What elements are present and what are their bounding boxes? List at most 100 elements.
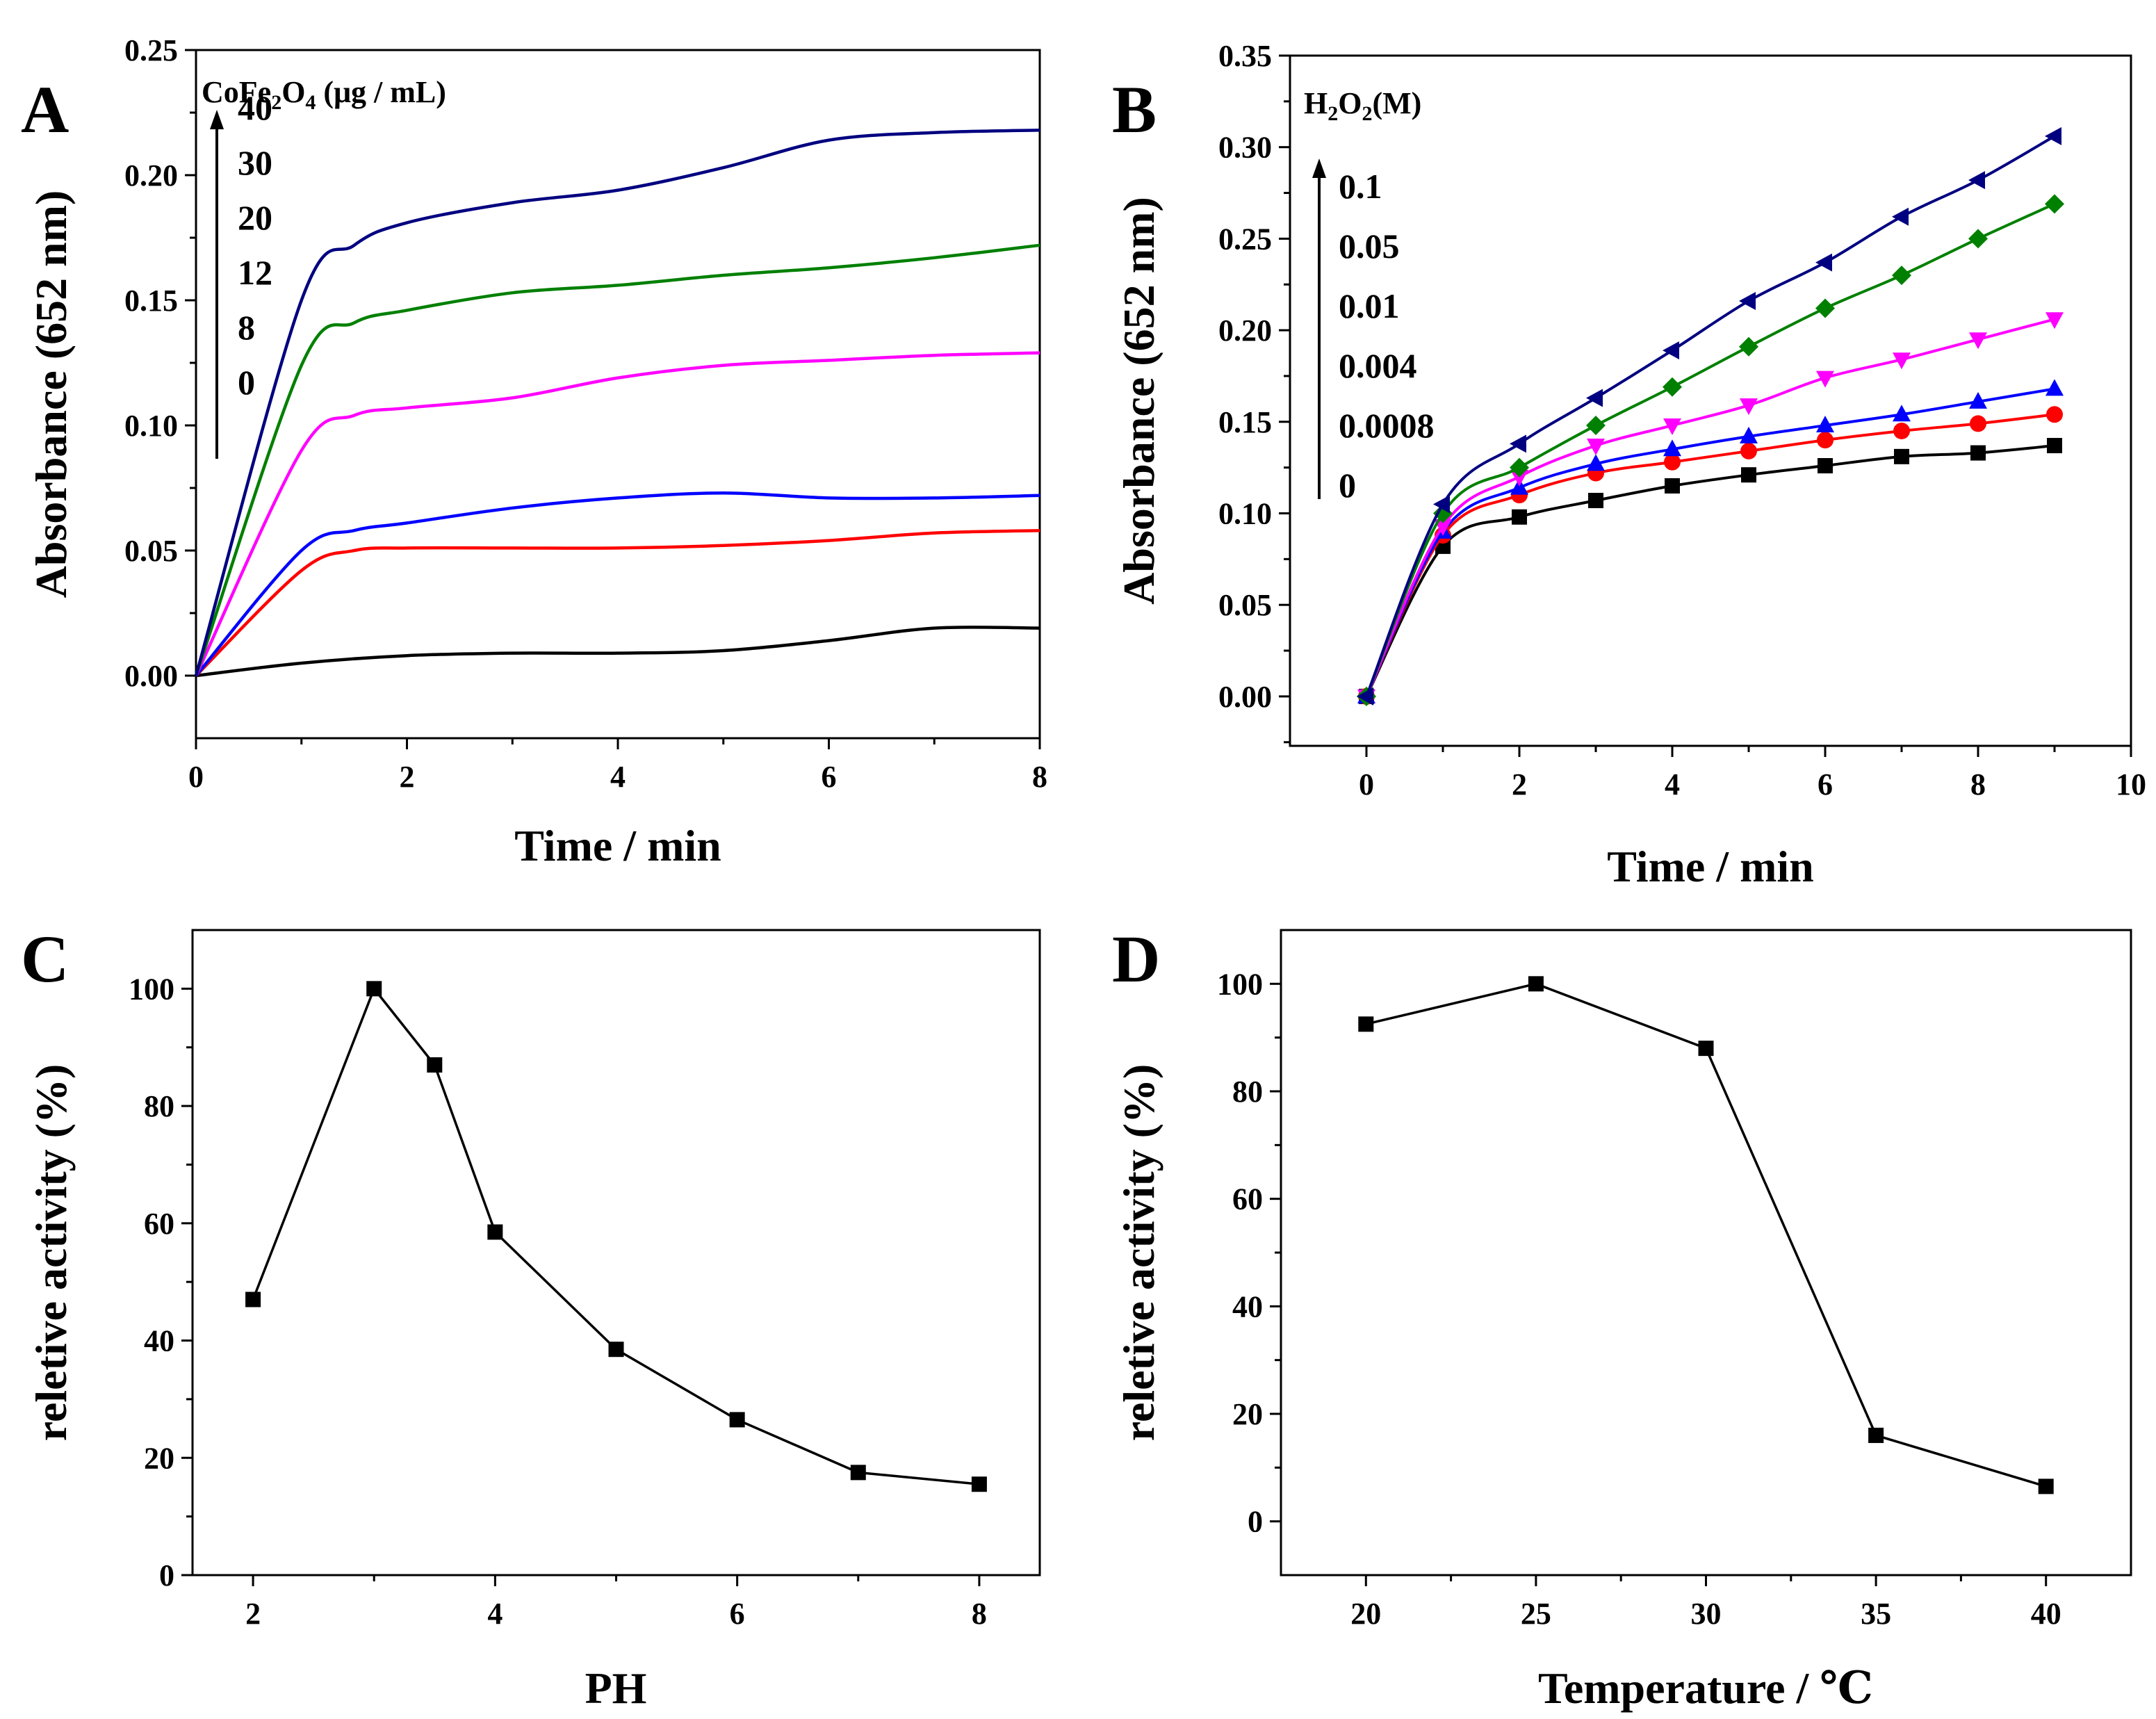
y-tick-label: 60 xyxy=(144,1207,174,1241)
legend-label: 0.05 xyxy=(1339,227,1400,266)
series-d-0 xyxy=(1358,976,2054,1494)
y-tick-label: 0.20 xyxy=(124,158,178,193)
legend-label: 40 xyxy=(238,88,272,127)
series-line xyxy=(194,351,1040,676)
data-point xyxy=(1586,416,1606,436)
x-tick-label: 40 xyxy=(2031,1597,2061,1631)
y-axis-label: Absorbance (652 nm) xyxy=(1114,197,1163,605)
legend-title-part: O xyxy=(281,75,305,109)
x-tick-label: 0 xyxy=(1359,767,1374,801)
panel-d: D 20 25 30 35 40 0 20 40 60 80 100 Temperature / ℃ re… xyxy=(1112,922,2132,1713)
legend-title-part: 2 xyxy=(1328,102,1338,125)
data-point xyxy=(1698,1041,1714,1057)
y-tick-label: 0.05 xyxy=(124,534,178,568)
y-axis-label: Absorbance (652 nm) xyxy=(26,190,76,598)
series-a-1 xyxy=(195,528,1040,677)
arrow-up-icon xyxy=(1312,158,1326,178)
series-line xyxy=(252,987,980,1485)
data-point xyxy=(1894,448,1909,464)
data-point xyxy=(1868,1427,1884,1443)
y-tick-label: 20 xyxy=(1232,1397,1263,1431)
data-point xyxy=(427,1057,443,1073)
y-tick-label: 20 xyxy=(144,1441,174,1475)
legend-title-part: (M) xyxy=(1372,86,1421,120)
data-point xyxy=(1664,453,1681,471)
legend-label: 0.004 xyxy=(1339,346,1417,385)
legend-label: 0.01 xyxy=(1339,286,1400,325)
legend-title-part: 2 xyxy=(1362,102,1372,125)
x-axis-label: Time / min xyxy=(1607,842,1814,891)
series-line xyxy=(1365,413,2055,697)
series-line xyxy=(1365,387,2055,697)
series-a-0 xyxy=(195,626,1040,678)
plot-frame xyxy=(195,49,1041,740)
y-tick-label: 100 xyxy=(1217,967,1263,1001)
legend-title-part: H xyxy=(1304,86,1328,120)
data-point xyxy=(1739,336,1758,357)
data-point xyxy=(1739,291,1756,310)
legend-title: CoFe2O4 (μg / mL) xyxy=(202,75,446,114)
data-point xyxy=(1968,171,1985,190)
x-tick-label: 35 xyxy=(1861,1597,1891,1631)
legend-label: 0 xyxy=(238,363,255,402)
series-a-2 xyxy=(195,491,1040,677)
x-axis-label: Temperature / ℃ xyxy=(1538,1663,1873,1713)
series-line xyxy=(195,528,1040,677)
y-tick-label: 0 xyxy=(1248,1505,1263,1539)
data-point xyxy=(1740,426,1758,443)
y-tick-label: 0.10 xyxy=(124,409,178,443)
y-axis-label: reletive activity (%) xyxy=(26,1064,76,1442)
series-b-5 xyxy=(1357,127,2061,706)
data-point xyxy=(1969,332,1987,350)
x-tick-label: 25 xyxy=(1521,1597,1551,1631)
plot-frame xyxy=(1280,929,2132,1577)
y-tick-label: 0.00 xyxy=(1218,680,1272,714)
data-point xyxy=(1741,467,1756,483)
panel-b: B0 2 4 6 8 100.000.050.100.150.200.250.300.35… xyxy=(1112,39,2146,891)
data-point xyxy=(1358,1016,1374,1032)
legend-title-part: 2 xyxy=(271,91,281,114)
y-tick-label: 0.35 xyxy=(1218,39,1272,73)
series-line xyxy=(194,128,1040,676)
data-point xyxy=(1512,509,1527,525)
y-tick-label: 80 xyxy=(1232,1075,1263,1109)
panel-letter: A xyxy=(21,72,69,147)
legend-label: 30 xyxy=(238,143,272,182)
x-tick-label: 6 xyxy=(1818,767,1833,801)
data-point xyxy=(1817,432,1834,449)
x-tick-label: 4 xyxy=(487,1597,503,1631)
x-tick-label: 6 xyxy=(822,760,837,794)
panel-letter: D xyxy=(1112,922,1160,996)
series-line xyxy=(1365,135,2055,697)
data-point xyxy=(2045,312,2064,329)
x-tick-label: 20 xyxy=(1350,1597,1381,1631)
legend-label: 0.1 xyxy=(1339,167,1382,206)
series-c-0 xyxy=(245,981,987,1492)
data-point xyxy=(1510,457,1529,478)
data-point xyxy=(608,1342,624,1358)
data-point xyxy=(1740,442,1757,459)
y-tick-label: 60 xyxy=(1232,1182,1263,1216)
y-tick-label: 0.25 xyxy=(124,33,178,67)
y-tick-label: 80 xyxy=(144,1089,174,1123)
data-point xyxy=(1816,370,1834,388)
plot-frame xyxy=(1289,54,2132,747)
data-point xyxy=(1970,415,1986,432)
data-point xyxy=(1740,398,1758,416)
x-tick-label: 6 xyxy=(730,1597,745,1631)
x-tick-label: 2 xyxy=(1512,767,1527,801)
data-point xyxy=(2038,1478,2054,1494)
data-point xyxy=(1970,445,1986,461)
data-point xyxy=(2046,406,2063,423)
x-tick-label: 2 xyxy=(245,1597,261,1631)
legend-label: 0.0008 xyxy=(1339,406,1435,445)
x-tick-label: 2 xyxy=(400,760,415,794)
legend-label: 8 xyxy=(238,308,255,347)
x-tick-label: 8 xyxy=(972,1597,987,1631)
y-tick-label: 0.25 xyxy=(1218,222,1272,256)
series-b-2 xyxy=(1357,379,2064,703)
series-b-4 xyxy=(1357,194,2064,706)
